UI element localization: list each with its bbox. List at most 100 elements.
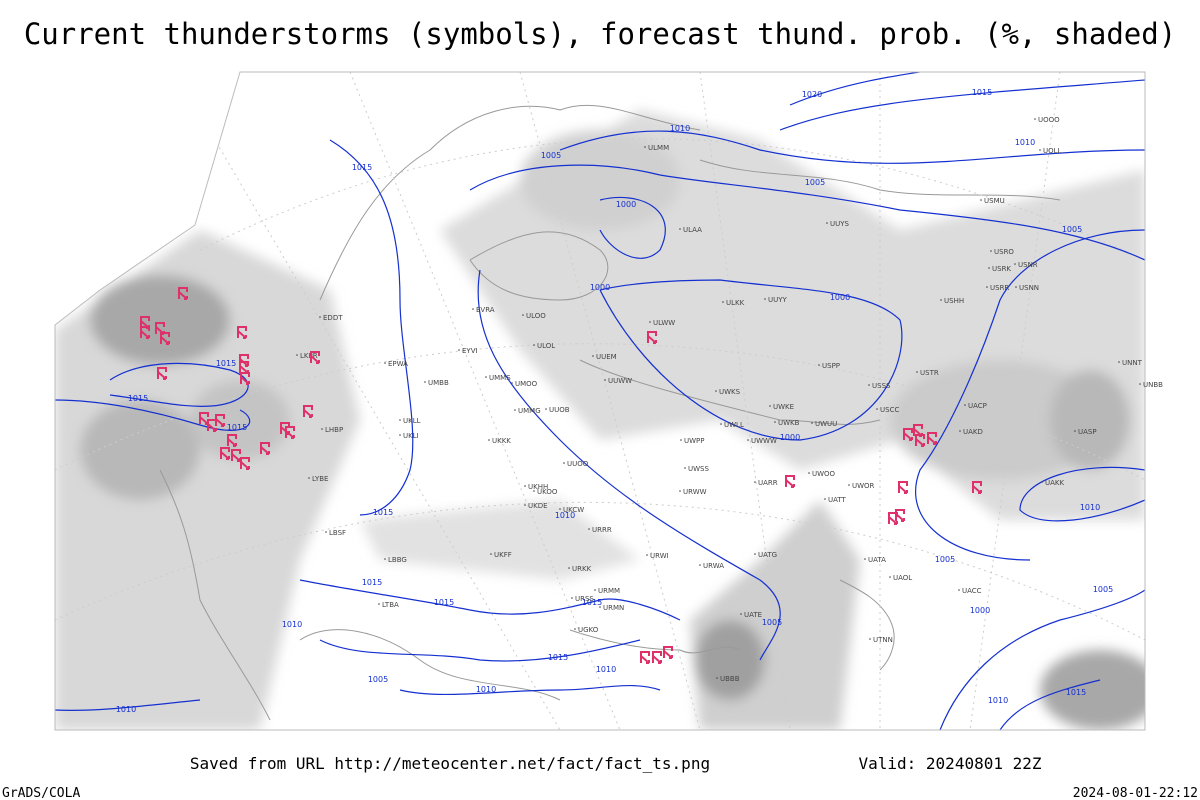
thunderstorm-symbol (240, 372, 250, 385)
station-dot (986, 286, 988, 288)
station-label: URWI (650, 552, 669, 560)
station-dot (319, 316, 321, 318)
isobar-label: 1015 (548, 653, 568, 662)
station-label: ULOL (537, 342, 555, 350)
station-label: UMBB (428, 379, 449, 387)
station-label: ULWW (653, 319, 675, 327)
station-label: UUYY (768, 296, 788, 304)
isobar-label: 1005 (1093, 585, 1113, 594)
station-dot (384, 362, 386, 364)
station-dot (1118, 361, 1120, 363)
thunderstorm-symbol (155, 322, 165, 335)
station-label: UOLL (1043, 147, 1062, 155)
station-dot (571, 597, 573, 599)
station-label: LYBE (312, 475, 328, 483)
isobar-label: 1005 (1062, 225, 1082, 234)
station-dot (472, 308, 474, 310)
station-dot (1074, 430, 1076, 432)
station-dot (715, 390, 717, 392)
station-label: UWKB (778, 419, 800, 427)
station-dot (868, 384, 870, 386)
station-dot (568, 567, 570, 569)
station-dot (594, 589, 596, 591)
station-label: UACC (962, 587, 982, 595)
station-label: UWWW (751, 437, 777, 445)
station-label: UBBB (720, 675, 740, 683)
isobar-label: 1005 (935, 555, 955, 564)
station-label: UAOL (893, 574, 912, 582)
map-title: Current thunderstorms (symbols), forecas… (24, 17, 1176, 51)
station-dot (716, 677, 718, 679)
thunderstorm-symbol (913, 424, 923, 437)
thunderstorm-symbol (915, 434, 925, 447)
thunderstorm-symbol (785, 475, 795, 488)
station-label: UKKK (492, 437, 511, 445)
station-dot (646, 554, 648, 556)
station-label: USNR (1018, 261, 1038, 269)
station-label: URMN (603, 604, 624, 612)
station-dot (720, 423, 722, 425)
station-dot (740, 613, 742, 615)
station-dot (679, 228, 681, 230)
station-label: URKK (572, 565, 592, 573)
thunderstorm-symbol (237, 326, 247, 339)
station-dot (524, 504, 526, 506)
station-label: UGKO (578, 626, 599, 634)
isobar-label: 1020 (802, 90, 822, 99)
thunderstorm-symbol (903, 428, 913, 441)
station-dot (559, 508, 561, 510)
station-dot (588, 528, 590, 530)
station-label: UATA (868, 556, 886, 564)
station-dot (990, 250, 992, 252)
isobar-label: 1005 (805, 178, 825, 187)
station-label: UMMG (518, 407, 541, 415)
station-dot (808, 472, 810, 474)
station-dot (490, 553, 492, 555)
station-label: URSS (575, 595, 594, 603)
station-label: EVRA (476, 306, 495, 314)
station-label: UWKS (719, 388, 741, 396)
thunderstorm-symbol (260, 442, 270, 455)
station-dot (592, 355, 594, 357)
isobar-label: 1015 (582, 598, 602, 607)
thunderstorm-symbol (663, 646, 673, 659)
station-label: UWLL (724, 421, 744, 429)
thunderstorm-symbols (140, 287, 982, 664)
isobar-label: 1015 (362, 578, 382, 587)
station-dot (679, 490, 681, 492)
coastlines (159, 104, 1061, 721)
station-label: UATG (758, 551, 777, 559)
station-label: UUOO (567, 460, 589, 468)
station-dot (574, 628, 576, 630)
isobar-label: 1000 (616, 200, 636, 209)
station-label: UATT (828, 496, 847, 504)
isobar-label: 1010 (116, 705, 136, 714)
station-label: UKHH (528, 483, 548, 491)
station-dot (964, 404, 966, 406)
isobars (55, 72, 1145, 730)
isobar-label: 1010 (988, 696, 1008, 705)
station-dot (940, 299, 942, 301)
thunderstorm-symbol (888, 512, 898, 525)
isobar-label: 1015 (216, 359, 236, 368)
isobar-label: 1000 (590, 283, 610, 292)
thunderstorm-symbol (140, 326, 150, 339)
thunderstorm-symbol (227, 434, 237, 447)
station-dot (1014, 263, 1016, 265)
station-dot (563, 462, 565, 464)
station-dot (916, 371, 918, 373)
probability-shading (55, 110, 1145, 730)
isobar-label: 1000 (780, 433, 800, 442)
station-dot (545, 408, 547, 410)
isobar-labels: 1020 1015 1010 1010 1005 1005 1005 1000 1000 1000… (116, 88, 1113, 714)
station-label: UACP (968, 402, 987, 410)
station-label: USHH (944, 297, 964, 305)
station-dot (774, 421, 776, 423)
isobar-label: 1015 (434, 598, 454, 607)
station-label: URMM (598, 587, 620, 595)
station-dot (811, 422, 813, 424)
station-dot (722, 301, 724, 303)
station-label: URWW (683, 488, 707, 496)
station-label: USSS (872, 382, 891, 390)
